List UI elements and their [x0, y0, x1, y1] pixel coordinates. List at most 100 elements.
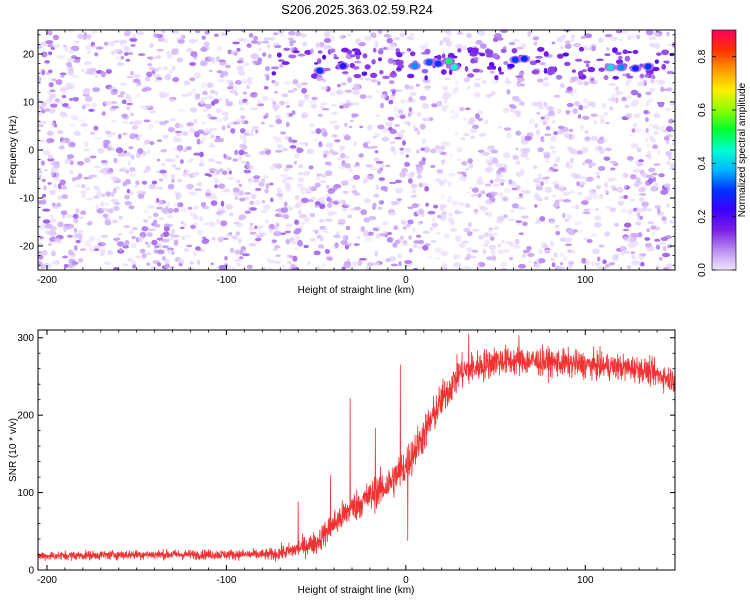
- spectrogram-cell: [500, 30, 508, 33]
- spectrogram-cell: [148, 124, 154, 130]
- spectrogram-cell: [59, 186, 68, 190]
- spectrogram-cell: [497, 243, 502, 247]
- spectrogram-cell: [630, 198, 635, 202]
- spectrogram-cell: [511, 203, 519, 209]
- spectrogram-cell: [440, 69, 447, 75]
- spectrogram-cell: [570, 172, 577, 178]
- spectrogram-cell: [517, 206, 525, 210]
- spectrogram-cell: [555, 187, 562, 190]
- spectrogram-cell: [200, 99, 205, 105]
- spectrogram-cell: [503, 152, 511, 159]
- spectrogram-cell: [248, 178, 253, 183]
- spectrogram-cell: [62, 103, 68, 107]
- colorbar: 0.00.20.40.60.8 Normalized spectral ampl…: [697, 29, 748, 277]
- spectrogram-cell: [305, 187, 310, 193]
- spectrogram-cell: [393, 37, 401, 40]
- spectrogram-cell: [322, 226, 328, 233]
- spectrogram-cell: [275, 118, 283, 125]
- spectrogram-cell: [562, 52, 569, 57]
- spectrogram-cell: [648, 124, 653, 127]
- spectrogram-cell: [430, 148, 437, 154]
- spectrogram-x-ticks: -200 -100 0 100: [37, 30, 676, 286]
- spectrogram-cell: [124, 179, 131, 185]
- spectrogram-cell: [484, 119, 489, 125]
- spectrogram-cell: [88, 108, 95, 112]
- spectrogram-cell: [520, 43, 527, 48]
- colorbar-tick-label: 0.0: [697, 263, 708, 277]
- spectrogram-cell: [513, 244, 521, 249]
- spectrogram-cell: [655, 244, 661, 250]
- spectrogram-cell: [630, 102, 638, 107]
- spectrogram-cell: [577, 192, 583, 196]
- spectrogram-cell: [341, 82, 347, 86]
- spectrogram-cell: [442, 85, 448, 91]
- spectrogram-cell: [240, 115, 246, 120]
- spectrogram-cell: [323, 153, 328, 158]
- spectrogram-cell: [123, 45, 129, 50]
- spectrogram-cell: [564, 237, 573, 243]
- spectrogram-cell: [86, 34, 92, 40]
- spectrogram-cell: [364, 35, 372, 41]
- spectrogram-cell: [419, 123, 426, 130]
- spectrogram-cell: [520, 189, 525, 193]
- spectrogram-cell: [485, 211, 493, 217]
- spectrogram-cell: [537, 173, 542, 180]
- spectrogram-cell: [73, 217, 79, 224]
- spectrogram-cell: [392, 89, 396, 95]
- spectrogram-cell: [469, 187, 473, 190]
- spectrogram-cell: [215, 108, 222, 114]
- spectrogram-cell: [421, 69, 429, 74]
- spectrogram-cell: [143, 119, 151, 123]
- spectrogram-cell: [297, 53, 306, 57]
- spectrogram-cell: [272, 42, 280, 46]
- spectrogram-cell: [639, 215, 644, 220]
- spectrogram-cell: [469, 117, 476, 123]
- spectrogram-cell: [402, 226, 407, 230]
- y-tick-label: 0: [28, 146, 34, 157]
- spectrogram-cell: [610, 207, 616, 212]
- spectrogram-cell: [41, 223, 46, 228]
- spectrogram-cell: [475, 179, 483, 182]
- spectrogram-cell: [206, 188, 211, 194]
- spectrogram-cell: [394, 124, 400, 127]
- spectrogram-cell: [89, 67, 97, 73]
- spectrogram-cell: [541, 118, 545, 123]
- spectrogram-cell: [380, 102, 384, 109]
- spectrogram-cell: [654, 182, 658, 187]
- spectrogram-cell: [640, 262, 645, 267]
- spectrogram-cell: [307, 185, 312, 189]
- spectrogram-cell: [233, 234, 238, 241]
- spectrogram-cell: [612, 76, 619, 80]
- spectrogram-cell: [364, 64, 371, 70]
- spectrogram-cell: [238, 149, 245, 156]
- spectrogram-cell: [300, 33, 307, 38]
- spectrogram-cell: [104, 202, 109, 206]
- spectrogram-cell: [43, 150, 51, 156]
- spectrogram-cell: [359, 125, 364, 129]
- spectrogram-cell: [476, 181, 484, 185]
- spectrogram-cell: [633, 122, 637, 128]
- spectrogram-cell: [219, 210, 226, 214]
- spectrogram-cell: [178, 258, 184, 262]
- spectrogram-cell: [106, 146, 112, 151]
- spectrogram-cell: [42, 208, 51, 212]
- spectrogram-cell: [88, 244, 93, 250]
- spectrogram-cell: [328, 30, 336, 34]
- spectrogram-cell: [265, 75, 270, 81]
- spectrogram-cell: [320, 128, 327, 134]
- spectrogram-cell: [236, 222, 243, 228]
- spectrogram-cell: [222, 188, 230, 193]
- spectrogram-cell: [622, 49, 628, 54]
- spectrogram-cell: [583, 60, 591, 64]
- spectrogram-cell: [390, 263, 398, 267]
- spectrogram-cell: [538, 198, 543, 202]
- spectrogram-cell: [594, 79, 598, 85]
- spectrogram-cell: [605, 206, 612, 209]
- spectrogram-cell: [604, 182, 608, 188]
- spectrogram-cell: [660, 189, 669, 195]
- spectrogram-cell: [581, 200, 589, 206]
- spectrogram-cell: [442, 91, 451, 98]
- spectrogram-cell: [318, 141, 323, 148]
- spectrogram-cell: [272, 135, 277, 140]
- spectrogram-cell: [50, 47, 55, 50]
